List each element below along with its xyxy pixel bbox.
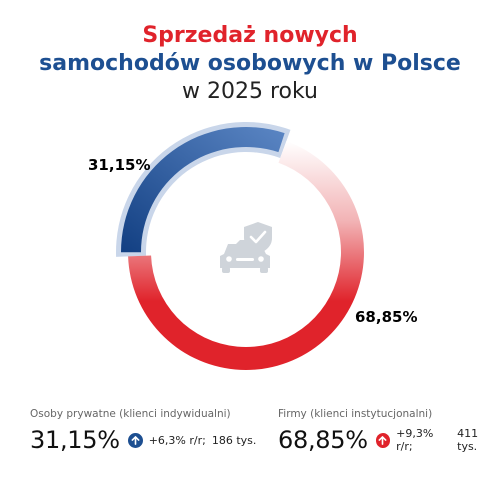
stat-private-share: 31,15% [30, 426, 120, 454]
donut-chart [116, 122, 364, 370]
chart-title: Sprzedaż nowych samochodów osobowych w P… [0, 22, 500, 106]
slice-label-private: 31,15% [88, 156, 151, 174]
slice-private-halo [116, 122, 291, 257]
stat-business: Firmy (klienci instytucjonalni) 68,85% +… [278, 408, 500, 454]
arrow-up-icon [375, 432, 391, 448]
stat-business-count: 411 tys. [457, 427, 479, 453]
car-shield-icon [220, 222, 272, 273]
title-line-3: w 2025 roku [182, 79, 318, 104]
stat-business-change: +9,3% r/r; [396, 427, 434, 453]
stat-private: Osoby prywatne (klienci indywidualni) 31… [30, 408, 256, 454]
stat-business-share: 68,85% [278, 426, 368, 454]
slice-label-business: 68,85% [355, 308, 418, 326]
stat-private-change: +6,3% r/r; [148, 433, 206, 447]
stat-private-caption: Osoby prywatne (klienci indywidualni) [30, 408, 231, 420]
stat-private-count: 186 tys. [211, 433, 257, 447]
slice-private [121, 127, 285, 253]
donut-slices [116, 122, 364, 370]
stat-business-caption: Firmy (klienci instytucjonalni) [278, 408, 433, 420]
title-line-2: samochodów osobowych w Polsce [39, 51, 461, 76]
title-line-1: Sprzedaż nowych [142, 23, 358, 48]
arrow-up-icon [127, 432, 143, 448]
